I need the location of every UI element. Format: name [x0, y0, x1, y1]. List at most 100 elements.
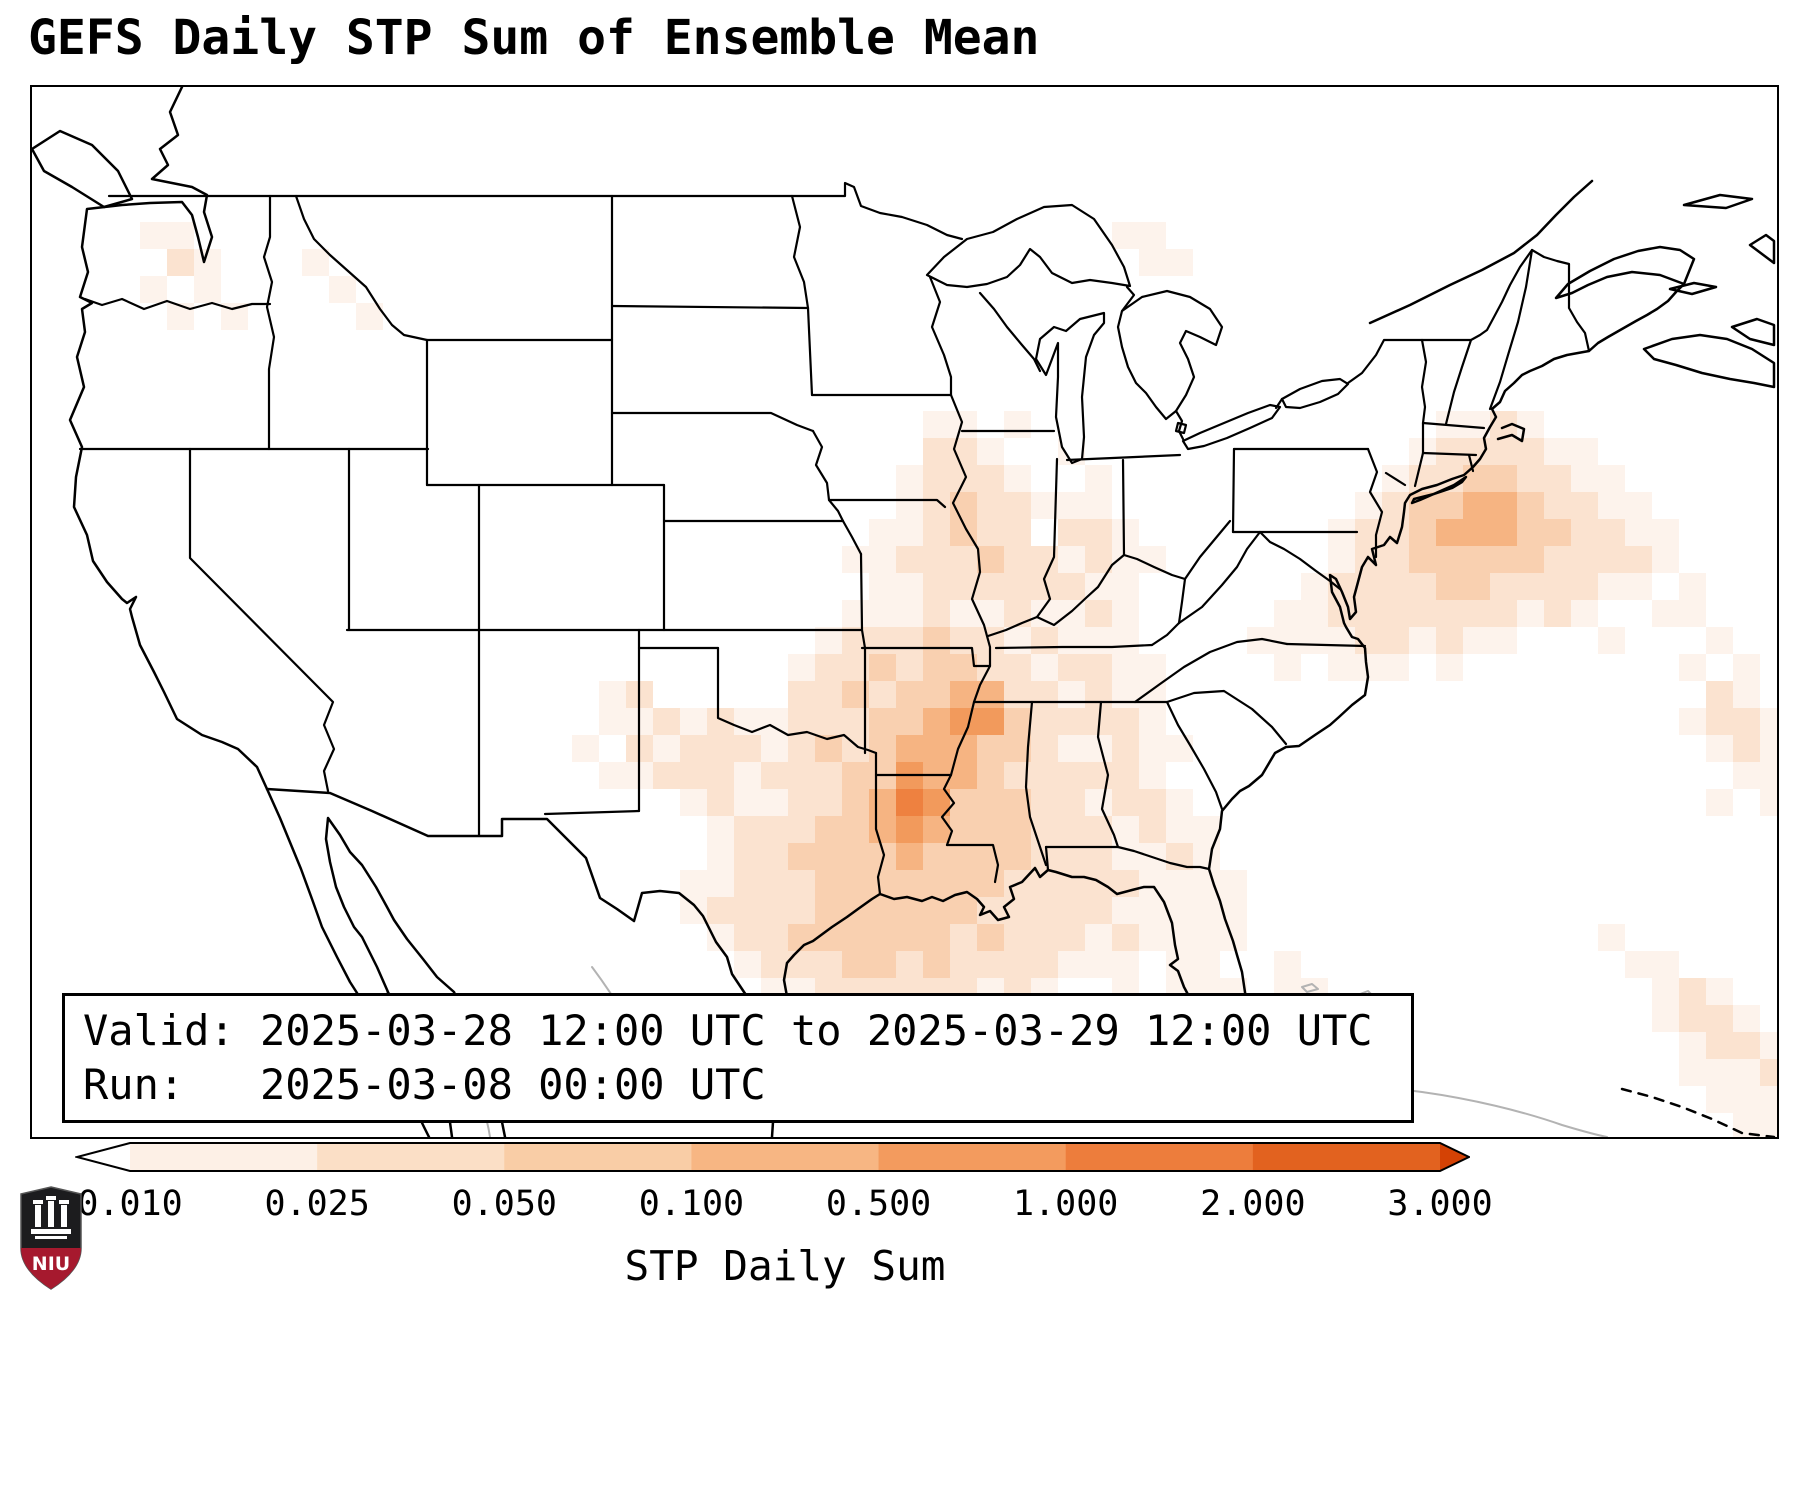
- heatmap-cell: [950, 681, 977, 708]
- heatmap-cell: [1760, 1032, 1777, 1059]
- heatmap-cell: [1436, 546, 1463, 573]
- heatmap-cell: [761, 816, 788, 843]
- nova-scotia: [1642, 333, 1776, 389]
- niagara-connector: [1274, 397, 1284, 410]
- heatmap-cell: [950, 708, 977, 735]
- heatmap-cell: [707, 735, 734, 762]
- il-in-border: [1035, 457, 1059, 619]
- heatmap-cell: [1031, 654, 1058, 681]
- heatmap-cell: [1004, 708, 1031, 735]
- heatmap-cell: [1031, 681, 1058, 708]
- heatmap-cell: [1058, 816, 1085, 843]
- heatmap-cell: [896, 816, 923, 843]
- tx-east-border: [874, 751, 886, 896]
- heatmap-cell: [923, 951, 950, 978]
- red-river-border: [716, 646, 878, 755]
- nj-ny-border: [1384, 471, 1407, 487]
- heatmap-cell: [977, 465, 1004, 492]
- heatmap-cell: [1760, 708, 1777, 735]
- colorbar-segment: [691, 1143, 880, 1171]
- heatmap-cell: [1166, 924, 1193, 951]
- heatmap-cell: [869, 627, 896, 654]
- heatmap-cell: [1355, 600, 1382, 627]
- heatmap-cell: [1112, 924, 1139, 951]
- heatmap-cell: [788, 762, 815, 789]
- heatmap-cell: [923, 681, 950, 708]
- heatmap-cell: [1760, 1113, 1777, 1137]
- heatmap-cell: [1031, 627, 1058, 654]
- ky-va-border: [1150, 621, 1181, 647]
- heatmap-cell: [1706, 735, 1733, 762]
- heatmap-cell: [1625, 573, 1652, 600]
- heatmap-cell: [1166, 870, 1193, 897]
- heatmap-cell: [896, 897, 923, 924]
- heatmap-cell: [761, 789, 788, 816]
- delaware-river-border: [1366, 447, 1384, 559]
- heatmap-cell: [1652, 600, 1679, 627]
- long-island: [1410, 475, 1468, 505]
- heatmap-cell: [1274, 951, 1301, 978]
- heatmap-cell: [599, 681, 626, 708]
- heatmap-cell: [977, 870, 1004, 897]
- wi-mi-border: [978, 291, 1042, 373]
- heatmap-cell: [923, 708, 950, 735]
- heatmap-cell: [1112, 546, 1139, 573]
- colorbar-over-arrow: [1440, 1143, 1469, 1171]
- heatmap-cell: [1679, 1059, 1706, 1086]
- heatmap-cell: [1004, 600, 1031, 627]
- heatmap-cell: [1031, 708, 1058, 735]
- heatmap-cell: [761, 897, 788, 924]
- heatmap-cell: [1733, 1059, 1760, 1086]
- heatmap-cell: [842, 762, 869, 789]
- heatmap-cell: [896, 735, 923, 762]
- heatmap-cell: [1679, 978, 1706, 1005]
- heatmap-cell: [815, 708, 842, 735]
- heatmap-cell: [869, 654, 896, 681]
- niu-shield-icon: NIU: [20, 1186, 82, 1290]
- heatmap-cell: [1463, 546, 1490, 573]
- heatmap-cell: [1490, 492, 1517, 519]
- heatmap-cell: [734, 924, 761, 951]
- mn-nd-border: [790, 194, 810, 310]
- heatmap-cell: [1139, 681, 1166, 708]
- heatmap-cell: [599, 708, 626, 735]
- us-map-canvas: [32, 87, 1777, 1137]
- colorbar-tick-label: 1.000: [1013, 1184, 1119, 1224]
- mn-wi-border: [928, 275, 953, 397]
- heatmap-cell: [1571, 573, 1598, 600]
- heatmap-cell: [1436, 492, 1463, 519]
- heatmap-cell: [788, 843, 815, 870]
- heatmap-cell: [1733, 681, 1760, 708]
- heatmap-cell: [1706, 1059, 1733, 1086]
- heatmap-cell: [788, 897, 815, 924]
- heatmap-cell: [896, 465, 923, 492]
- lake-michigan: [1034, 311, 1106, 465]
- heatmap-cell: [1544, 519, 1571, 546]
- heatmap-cell: [896, 600, 923, 627]
- heatmap-cell: [1139, 870, 1166, 897]
- st-lawrence-north-shore: [1368, 179, 1594, 325]
- cape-breton: [1730, 317, 1776, 347]
- heatmap-cell: [977, 789, 1004, 816]
- heatmap-cell: [167, 249, 194, 276]
- ky-tn-border: [994, 643, 1154, 650]
- valid-value: 2025-03-28 12:00 UTC to 2025-03-29 12:00…: [260, 1006, 1373, 1055]
- valid-run-info-box: Valid: 2025-03-28 12:00 UTC to 2025-03-29…: [62, 993, 1414, 1123]
- heatmap-cell: [815, 654, 842, 681]
- heatmap-cell: [1625, 951, 1652, 978]
- fl-north-border: [1044, 845, 1211, 871]
- heatmap-cell: [761, 924, 788, 951]
- nh-me-border: [1488, 248, 1534, 411]
- colorbar-tick-label: 0.010: [77, 1184, 183, 1224]
- heatmap-cell: [923, 843, 950, 870]
- heatmap-cell: [1004, 681, 1031, 708]
- heatmap-cell: [1328, 546, 1355, 573]
- heatmap-cell: [1490, 465, 1517, 492]
- heatmap-cell: [1031, 951, 1058, 978]
- heatmap-cell: [1706, 1005, 1733, 1032]
- heatmap-cell: [896, 681, 923, 708]
- heatmap-cell: [1004, 843, 1031, 870]
- heatmap-cell: [1544, 465, 1571, 492]
- niu-logo-text: NIU: [32, 1253, 70, 1275]
- heatmap-cell: [707, 897, 734, 924]
